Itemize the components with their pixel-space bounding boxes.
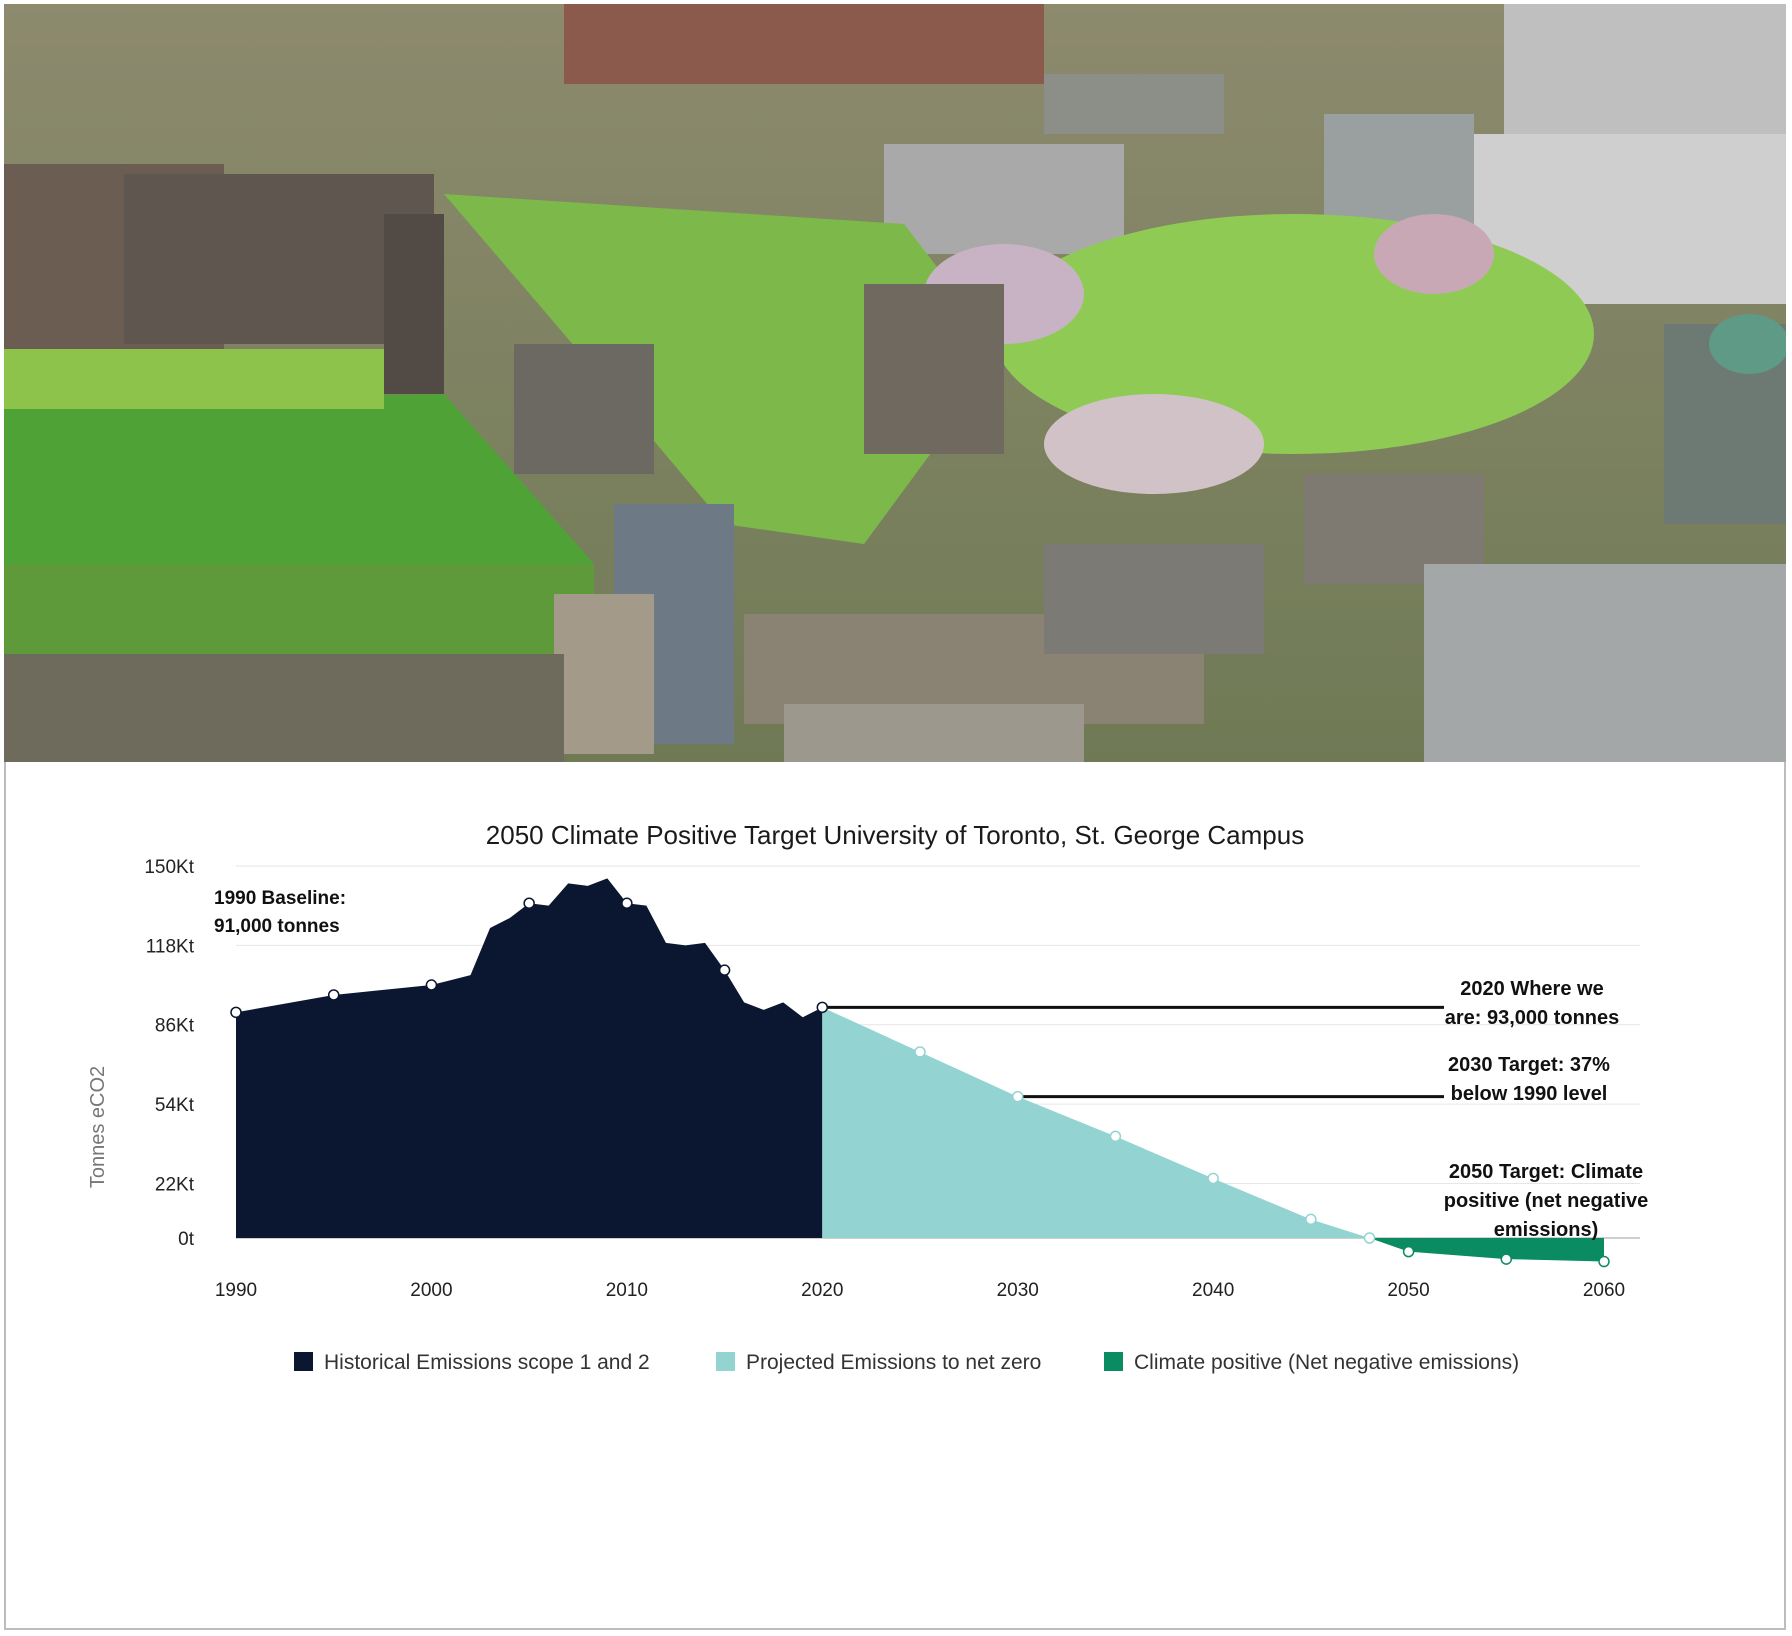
y-tick-label: 86Kt (155, 1016, 195, 1037)
y-tick-label: 54Kt (155, 1095, 195, 1116)
x-tick-label: 2000 (410, 1280, 452, 1301)
svg-text:are: 93,000 tonnes: are: 93,000 tonnes (1445, 1007, 1620, 1029)
x-tick-label: 2060 (1583, 1280, 1625, 1301)
svg-text:emissions): emissions) (1494, 1219, 1598, 1241)
emissions-chart: 2050 Climate Positive Target University … (87, 820, 1649, 1374)
marker-projected (1109, 1130, 1122, 1143)
legend: Historical Emissions scope 1 and 2 Proje… (294, 1351, 1519, 1374)
y-tick-label: 22Kt (155, 1174, 195, 1195)
annotation-2020: 2020 Where we are: 93,000 tonnes (1445, 978, 1620, 1029)
legend-item-historical[interactable]: Historical Emissions scope 1 and 2 (294, 1351, 650, 1374)
marker-historical (327, 989, 340, 1001)
marker-climate-positive (1500, 1253, 1513, 1265)
legend-swatch-climate-positive (1104, 1352, 1123, 1371)
marker-historical (523, 897, 535, 909)
x-tick-labels: 1990 2000 2010 2020 2030 2040 2050 2060 (215, 1280, 1625, 1301)
x-tick-label: 2050 (1387, 1280, 1429, 1301)
svg-text:1990 Baseline:: 1990 Baseline: (214, 888, 346, 909)
legend-label-historical: Historical Emissions scope 1 and 2 (324, 1351, 650, 1374)
legend-swatch-projected (716, 1352, 735, 1371)
y-tick-label: 150Kt (144, 857, 194, 878)
legend-label-climate-positive: Climate positive (Net negative emissions… (1134, 1351, 1519, 1374)
legend-swatch-historical (294, 1352, 313, 1371)
legend-item-projected[interactable]: Projected Emissions to net zero (716, 1351, 1041, 1374)
x-tick-label: 2020 (801, 1280, 843, 1301)
marker-projected (1207, 1172, 1219, 1185)
annotation-baseline: 1990 Baseline: 91,000 tonnes (214, 888, 346, 937)
marker-projected (1011, 1090, 1024, 1103)
x-tick-label: 1990 (215, 1280, 257, 1301)
area-historical (236, 878, 823, 1238)
series-areas (236, 878, 1604, 1262)
svg-text:below 1990 level: below 1990 level (1451, 1083, 1608, 1105)
chart-title: 2050 Climate Positive Target University … (486, 820, 1304, 850)
marker-projected (1363, 1232, 1376, 1244)
series-markers (230, 897, 1610, 1268)
marker-historical (816, 1001, 829, 1014)
annotation-leaders (822, 1005, 1444, 1099)
annotation-2050: 2050 Target: Climate positive (net negat… (1444, 1161, 1649, 1241)
annotation-2030: 2030 Target: 37% below 1990 level (1448, 1054, 1610, 1105)
marker-historical (621, 897, 633, 909)
legend-item-climate-positive[interactable]: Climate positive (Net negative emissions… (1104, 1351, 1519, 1374)
marker-historical (425, 979, 438, 991)
marker-projected (1305, 1213, 1317, 1226)
campus-aerial-photo (4, 4, 1786, 762)
legend-label-projected: Projected Emissions to net zero (746, 1351, 1041, 1374)
marker-historical (230, 1006, 242, 1019)
marker-historical (718, 964, 731, 976)
svg-text:2020 Where we: 2020 Where we (1460, 978, 1603, 1000)
marker-climate-positive (1402, 1245, 1415, 1258)
x-tick-label: 2040 (1192, 1280, 1234, 1301)
area-projected (822, 1007, 1370, 1238)
area-climate-positive (1369, 1238, 1604, 1262)
svg-text:91,000 tonnes: 91,000 tonnes (214, 916, 340, 937)
y-tick-label: 0t (178, 1229, 195, 1250)
y-tick-labels: 0t 22Kt 54Kt 86Kt 118Kt 150Kt (144, 857, 194, 1250)
marker-projected (914, 1046, 926, 1058)
y-tick-label: 118Kt (146, 936, 195, 957)
svg-text:2050 Target: Climate: 2050 Target: Climate (1449, 1161, 1643, 1183)
x-tick-label: 2030 (997, 1280, 1039, 1301)
y-axis-label: Tonnes eCO2 (87, 1066, 109, 1188)
marker-climate-positive (1598, 1255, 1610, 1268)
x-tick-label: 2010 (606, 1280, 648, 1301)
svg-text:positive (net negative: positive (net negative (1444, 1190, 1649, 1212)
svg-text:2030 Target: 37%: 2030 Target: 37% (1448, 1054, 1610, 1076)
